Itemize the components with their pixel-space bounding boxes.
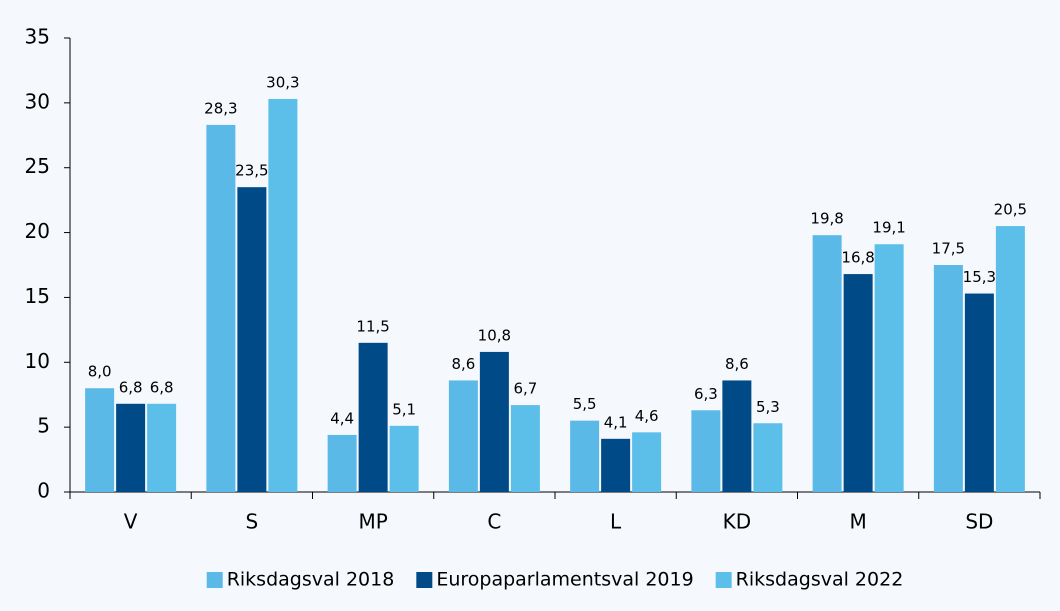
value-label: 8,6 (451, 355, 475, 373)
legend-label: Europaparlamentsval 2019 (436, 569, 693, 591)
bar (116, 403, 146, 492)
value-label: 16,8 (841, 249, 874, 267)
value-label: 4,4 (330, 409, 354, 427)
bar (268, 98, 298, 493)
legend-swatch (715, 572, 732, 588)
bar (722, 380, 752, 492)
x-tick-label: V (124, 510, 138, 534)
value-label: 23,5 (235, 162, 268, 180)
y-tick-label: 20 (25, 219, 50, 243)
value-label: 28,3 (204, 99, 237, 117)
value-label: 8,0 (88, 363, 112, 381)
y-tick-label: 25 (25, 154, 50, 178)
value-label: 30,3 (266, 73, 299, 91)
value-label: 4,1 (604, 413, 628, 431)
y-tick-label: 10 (25, 349, 50, 373)
y-tick-label: 5 (37, 414, 50, 438)
value-label: 4,6 (635, 407, 659, 425)
bar (479, 351, 509, 492)
x-tick-label: C (487, 510, 501, 534)
value-label: 8,6 (725, 355, 749, 373)
value-label: 5,1 (392, 400, 416, 418)
bar (753, 423, 783, 492)
bar (206, 124, 236, 492)
x-tick-label: SD (965, 510, 993, 534)
y-tick-label: 35 (25, 25, 50, 49)
value-label: 6,7 (513, 380, 537, 398)
bar (964, 293, 994, 492)
bar (874, 244, 904, 492)
value-label: 15,3 (963, 268, 996, 286)
value-label: 5,5 (573, 395, 597, 413)
y-tick-label: 15 (25, 284, 50, 308)
bar (933, 265, 963, 492)
bar (995, 226, 1025, 493)
legend-label: Riksdagsval 2018 (227, 569, 395, 591)
y-tick-label: 0 (37, 479, 50, 503)
x-tick-label: MP (358, 510, 387, 534)
bar (358, 342, 388, 492)
value-label: 19,1 (872, 219, 905, 237)
legend-label: Riksdagsval 2022 (736, 569, 904, 591)
bar (601, 438, 631, 492)
legend-swatch (206, 572, 223, 588)
value-label: 6,8 (150, 378, 174, 396)
x-tick-label: KD (723, 510, 752, 534)
x-tick-label: S (246, 510, 259, 534)
x-tick-label: L (610, 510, 622, 534)
bar (570, 420, 600, 492)
value-label: 19,8 (810, 210, 843, 228)
y-tick-label: 30 (25, 89, 50, 113)
bar (632, 432, 662, 492)
bar (147, 403, 177, 492)
value-label: 5,3 (756, 398, 780, 416)
value-label: 20,5 (994, 201, 1027, 219)
bar (237, 187, 267, 492)
bar (85, 388, 115, 492)
bar (327, 434, 357, 492)
legend-swatch (416, 572, 433, 588)
value-label: 6,8 (119, 378, 143, 396)
value-label: 11,5 (356, 317, 389, 335)
x-tick-label: M (849, 510, 866, 534)
bar (389, 425, 419, 492)
bar (812, 235, 842, 492)
bar (691, 410, 721, 492)
value-label: 17,5 (932, 240, 965, 258)
bar (843, 274, 873, 492)
bar (448, 380, 478, 492)
value-label: 10,8 (478, 326, 511, 344)
value-label: 6,3 (694, 385, 718, 403)
bar (510, 405, 540, 492)
